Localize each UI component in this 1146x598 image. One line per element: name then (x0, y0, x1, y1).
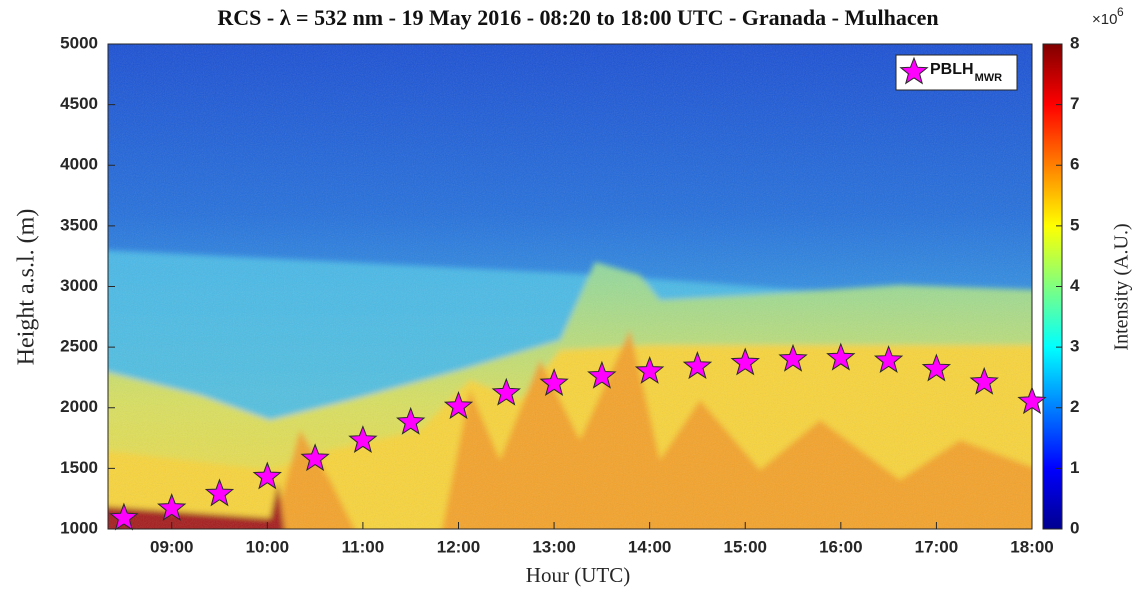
colorbar-tick-label: 5 (1070, 215, 1079, 234)
chart-title: RCS - λ = 532 nm - 19 May 2016 - 08:20 t… (217, 5, 938, 30)
legend-marker (899, 56, 929, 85)
y-tick-label: 3000 (60, 276, 98, 295)
y-tick-label: 2000 (60, 397, 98, 416)
legend-label-sub: MWR (975, 72, 1003, 84)
pblh-marker (587, 360, 617, 389)
colorbar-tick-label: 2 (1070, 397, 1079, 416)
pblh-marker (969, 366, 999, 395)
pblh-marker (539, 368, 569, 396)
heatmap (108, 44, 1032, 529)
colorbar-tick-label: 3 (1070, 337, 1079, 356)
colorbar-tick-label: 7 (1070, 94, 1079, 113)
colorbar-tick-label: 0 (1070, 518, 1079, 537)
y-tick-label: 1000 (60, 518, 98, 537)
pblh-marker (921, 353, 952, 382)
y-tick-label: 1500 (60, 458, 98, 477)
pblh-marker (730, 347, 760, 376)
y-tick-label: 3500 (60, 215, 98, 234)
x-tick-label: 09:00 (150, 537, 193, 556)
x-axis-label: Hour (UTC) (526, 563, 630, 587)
pblh-marker (443, 391, 474, 420)
y-tick-label: 4500 (60, 94, 98, 113)
y-tick-label: 5000 (60, 33, 98, 52)
pblh-marker (204, 478, 235, 507)
x-tick-label: 12:00 (437, 537, 480, 556)
colorbar-tick-label: 6 (1070, 155, 1079, 174)
x-tick-label: 16:00 (819, 537, 862, 556)
colorbar-tick-label: 1 (1070, 458, 1079, 477)
pblh-marker (873, 345, 904, 373)
y-tick-label: 2500 (60, 337, 98, 356)
pblh-marker (252, 461, 282, 490)
pblh-marker (348, 425, 378, 453)
pblh-marker (300, 443, 330, 472)
x-tick-label: 15:00 (724, 537, 767, 556)
pblh-marker (396, 406, 426, 435)
colorbar-label: Intensity (A.U.) (1111, 223, 1133, 350)
y-axis-label: Height a.s.l. (m) (14, 209, 40, 366)
x-tick-label: 18:00 (1010, 537, 1053, 556)
pblh-marker (682, 351, 713, 380)
colorbar-tick-label: 4 (1070, 276, 1080, 295)
x-tick-label: 11:00 (342, 537, 385, 556)
pblh-marker (1017, 386, 1047, 415)
legend-label: PBLH (930, 61, 974, 78)
colorbar-tick-label: 8 (1070, 33, 1079, 52)
colorbar-multiplier-power: 6 (1117, 5, 1124, 19)
pblh-marker (157, 492, 187, 521)
pblh-marker (778, 343, 808, 372)
pblh-marker (826, 342, 856, 371)
pblh-marker (491, 377, 521, 406)
x-tick-label: 17:00 (915, 537, 958, 556)
x-tick-label: 13:00 (532, 537, 575, 556)
colorbar-multiplier: ×10 (1092, 11, 1117, 28)
pblh-marker (634, 355, 665, 384)
x-tick-label: 14:00 (628, 537, 671, 556)
pblh-marker (109, 502, 139, 531)
y-tick-label: 4000 (60, 155, 98, 174)
legend: PBLH MWR (895, 54, 1018, 91)
x-tick-label: 10:00 (246, 537, 289, 556)
